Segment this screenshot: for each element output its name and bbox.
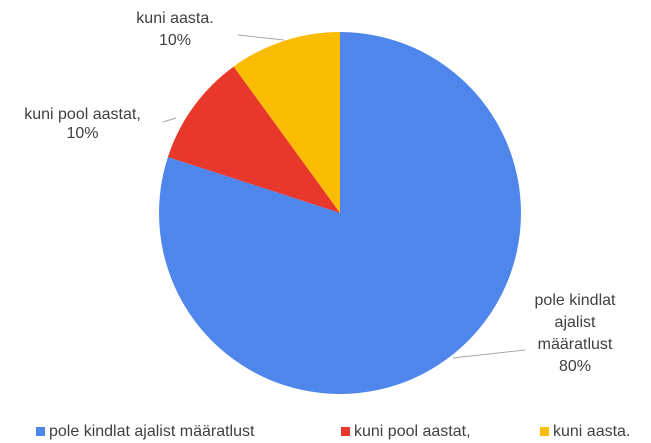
label-value: 80%: [558, 358, 592, 375]
pie-slice: [167, 66, 340, 213]
legend-swatch: [36, 427, 45, 436]
legend-item: kuni pool aastat,: [341, 423, 471, 441]
leader-line: [162, 117, 177, 123]
legend-item: pole kindlat ajalist määratlust: [36, 423, 254, 441]
leader-line: [237, 34, 285, 41]
data-label: kuni aasta. 10%: [115, 8, 235, 52]
data-label: pole kindlat ajalist määratlust 80%: [515, 290, 635, 378]
legend-item: kuni aasta.: [540, 423, 630, 441]
label-category: pole kindlat ajalist määratlust: [534, 292, 616, 353]
label-category: kuni pool aastat,: [24, 106, 141, 123]
legend-label: kuni aasta.: [553, 423, 631, 440]
legend-label: kuni pool aastat,: [354, 423, 471, 440]
leader-line: [452, 349, 526, 359]
label-category: kuni aasta.: [136, 10, 214, 27]
data-label: kuni pool aastat, 10%: [0, 104, 165, 145]
label-value: 10%: [66, 125, 99, 142]
pie-slice: [159, 32, 521, 394]
label-value: 10%: [158, 32, 192, 49]
legend-label: pole kindlat ajalist määratlust: [49, 423, 255, 440]
legend-swatch: [341, 427, 350, 436]
pie-slice: [233, 32, 340, 213]
legend-swatch: [540, 427, 549, 436]
